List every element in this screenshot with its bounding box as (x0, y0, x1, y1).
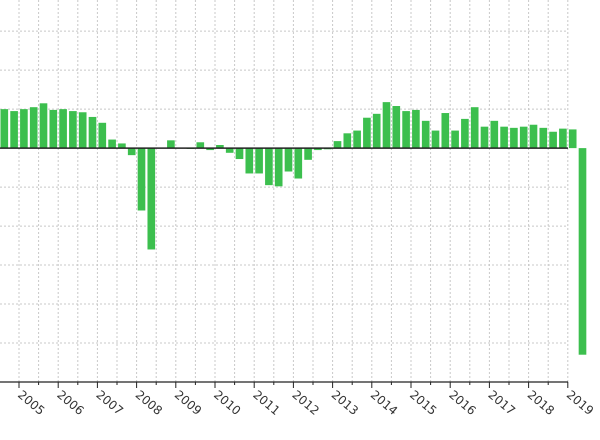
bar (451, 130, 459, 149)
x-tick-label: 2012 (289, 388, 321, 418)
bar (559, 128, 567, 149)
x-tick-label: 2016 (446, 388, 478, 418)
bar (10, 111, 18, 149)
bar (49, 109, 58, 149)
x-tick-label: 2010 (211, 388, 243, 418)
bar (255, 148, 263, 174)
bar (314, 148, 322, 151)
x-tick-label: 2018 (525, 388, 557, 418)
bar (29, 107, 38, 149)
bar (69, 111, 77, 149)
bar (500, 126, 508, 149)
bar (88, 116, 97, 149)
bar (216, 145, 224, 149)
bar (235, 148, 244, 160)
x-tick-label: 2013 (329, 388, 361, 418)
bar (127, 148, 136, 156)
bar (392, 106, 401, 149)
bar (108, 139, 116, 149)
bar (510, 127, 518, 149)
bar (333, 141, 342, 149)
bar (490, 120, 499, 149)
x-tick-label: 2008 (133, 388, 165, 418)
bar (245, 148, 254, 174)
grid-lines (0, 0, 569, 383)
x-tick-labels: 2005 2006 2007 2008 2009 2010 2011 2012 2013 2014… (15, 388, 596, 418)
bar (304, 148, 312, 160)
x-tick-label: 2017 (485, 388, 517, 418)
bar (470, 107, 479, 149)
x-tick-label: 2011 (250, 388, 282, 418)
bar (549, 131, 557, 149)
bar (412, 109, 420, 149)
x-tick-label: 2007 (93, 388, 125, 418)
bar (78, 112, 87, 149)
bar (519, 126, 528, 149)
bar (294, 148, 303, 179)
bar (59, 109, 67, 149)
bar (98, 122, 107, 149)
bar (421, 120, 430, 149)
bar (363, 117, 371, 149)
bar (167, 140, 175, 149)
bar (0, 109, 9, 149)
bar (118, 143, 126, 149)
bar (284, 148, 293, 172)
x-tick-label: 2014 (368, 388, 400, 418)
x-tick-label: 2006 (54, 388, 86, 418)
bar (274, 148, 283, 187)
x-tick-label: 2019 (564, 388, 596, 418)
bar (539, 127, 548, 149)
bars (0, 102, 587, 355)
bar (461, 118, 469, 149)
bar (529, 124, 538, 149)
bar (39, 103, 48, 149)
bar (353, 130, 361, 149)
x-tick-label: 2015 (407, 388, 439, 418)
bar (206, 148, 214, 151)
bar (20, 109, 28, 149)
bar (372, 113, 381, 149)
bar (402, 111, 410, 149)
x-tick-label: 2009 (172, 388, 204, 418)
bar (137, 148, 146, 211)
bar (568, 129, 577, 149)
axes (0, 147, 569, 388)
bar (382, 102, 391, 149)
bar (431, 130, 440, 149)
bar (578, 148, 587, 355)
bar (343, 133, 352, 149)
bar (147, 148, 156, 250)
x-tick-label: 2005 (15, 388, 47, 418)
bar (196, 142, 205, 149)
bar (225, 148, 234, 153)
bar (265, 148, 273, 186)
bar (441, 113, 450, 149)
bar (480, 126, 489, 149)
